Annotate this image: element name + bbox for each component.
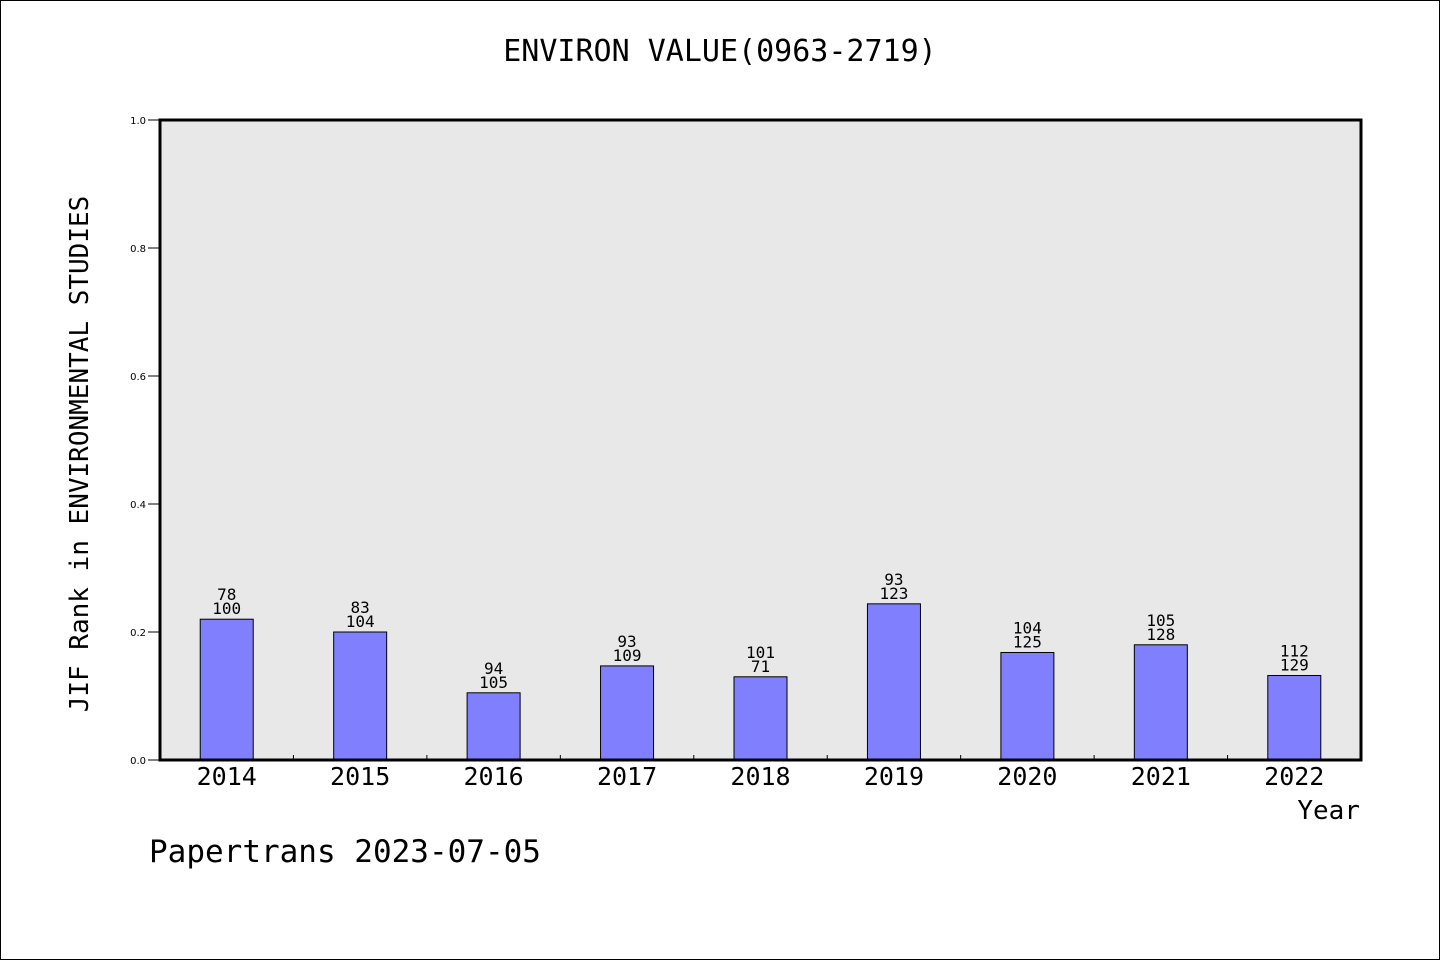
bar-label-bottom: 100 [212, 599, 241, 618]
bar-label-top: 78 [217, 585, 236, 604]
x-tick-label: 2022 [1264, 762, 1324, 791]
bar [466, 692, 521, 761]
bar-label-top: 105 [1146, 611, 1175, 630]
footer-credit: Papertrans 2023-07-05 [149, 834, 541, 870]
bar-label-bottom: 105 [479, 673, 508, 692]
bar-label-bottom: 71 [751, 657, 770, 676]
bar [333, 631, 388, 761]
chart-title: ENVIRON VALUE(0963-2719) [503, 34, 937, 69]
x-tick-label: 2015 [330, 762, 390, 791]
y-tick-label: 0.0 [130, 756, 146, 767]
x-tick-label: 2021 [1131, 762, 1191, 791]
bar [199, 618, 254, 761]
bar-label-top: 94 [484, 659, 503, 678]
x-tick-label: 2018 [730, 762, 790, 791]
bar-label-top: 104 [1013, 618, 1042, 637]
y-tick-label: 0.6 [130, 372, 146, 383]
bar-label-bottom: 128 [1146, 625, 1175, 644]
bar [733, 676, 788, 761]
bar [600, 665, 655, 761]
x-tick-label: 2017 [597, 762, 657, 791]
bar-label-top: 93 [884, 570, 903, 589]
plot-border [158, 118, 1363, 762]
x-tick-label: 2014 [197, 762, 257, 791]
bar [1133, 644, 1188, 761]
bar-label-top: 93 [617, 632, 636, 651]
bar-label-bottom: 125 [1013, 632, 1042, 651]
bar [866, 603, 921, 761]
bar [1267, 675, 1322, 761]
x-tick-label: 2019 [864, 762, 924, 791]
bar-label-bottom: 123 [879, 584, 908, 603]
bar-label-bottom: 129 [1280, 656, 1309, 675]
bar-label-top: 101 [746, 643, 775, 662]
bar-label-top: 112 [1280, 642, 1309, 661]
bar-label-bottom: 104 [346, 612, 375, 631]
y-tick-label: 0.4 [130, 500, 146, 511]
x-tick-label: 2016 [464, 762, 524, 791]
bar-label-bottom: 109 [613, 646, 642, 665]
y-tick-label: 0.8 [130, 244, 146, 255]
bar-label-top: 83 [351, 598, 370, 617]
y-tick-label: 1.0 [130, 116, 146, 127]
x-tick-label: 2020 [997, 762, 1057, 791]
y-tick-label: 0.2 [130, 628, 146, 639]
bar [1000, 651, 1055, 761]
x-axis-label: Year [1297, 796, 1360, 826]
